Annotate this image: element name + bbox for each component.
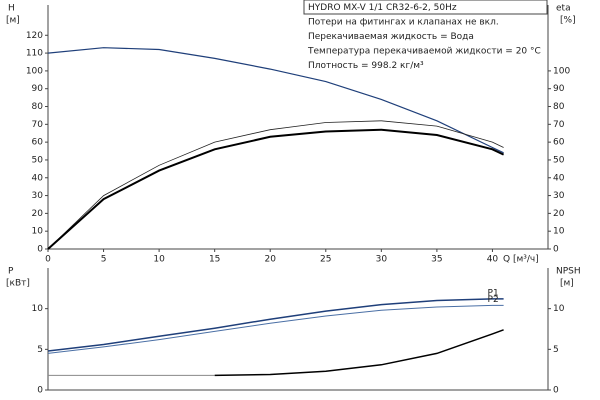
annotation: Температура перекачиваемой жидкости = 20… [307, 47, 541, 57]
y2-axis-unit: [м] [560, 279, 574, 289]
series-line [47, 120, 504, 250]
series-line [47, 298, 504, 352]
y2-tick-label: 0 [553, 386, 559, 396]
y2-tick-label: 90 [553, 84, 565, 94]
y-axis-unit: [м] [6, 16, 20, 26]
annotation: Плотность = 998.2 кг/м³ [308, 61, 424, 71]
x-tick-label: 10 [153, 255, 165, 265]
y-tick-label: 20 [32, 209, 44, 219]
y2-tick-label: 10 [553, 227, 565, 237]
series-line [214, 329, 504, 377]
y2-tick-label: 20 [553, 209, 565, 219]
annotation: Потери на фитингах и клапанах не вкл. [308, 18, 499, 28]
y-tick-label: 120 [26, 31, 43, 41]
y-tick-label: 10 [32, 227, 44, 237]
y2-axis-label: eta [556, 4, 571, 14]
y2-tick-label: 10 [553, 304, 565, 314]
y-tick-label: 90 [32, 84, 44, 94]
y-tick-label: 60 [32, 138, 44, 148]
x-tick-label: 0 [45, 255, 51, 265]
y-tick-label: 80 [32, 102, 44, 112]
y-tick-label: 0 [37, 245, 43, 255]
y-tick-label: 10 [32, 304, 44, 314]
y2-tick-label: 50 [553, 155, 565, 165]
x-tick-label: 20 [264, 255, 276, 265]
x-tick-label: 25 [320, 255, 331, 265]
y-tick-label: 40 [32, 173, 44, 183]
x-tick-label: 35 [431, 255, 442, 265]
y-tick-label: 100 [26, 66, 43, 76]
y2-axis-label: NPSH [556, 267, 581, 277]
y-tick-label: 5 [37, 345, 43, 355]
y2-tick-label: 5 [553, 345, 559, 355]
y2-tick-label: 40 [553, 173, 565, 183]
x-tick-label: 40 [487, 255, 499, 265]
y-tick-label: 30 [32, 191, 44, 201]
y-tick-label: 110 [26, 49, 43, 59]
y-axis-label: H [8, 4, 15, 14]
y-axis-unit: [кВт] [6, 279, 30, 289]
y-axis-label: P [8, 267, 14, 277]
series-line [47, 128, 505, 250]
chart-title: HYDRO MX-V 1/1 CR32-6-2, 50Hz [308, 3, 457, 13]
annotation: Перекачиваемая жидкость = Вода [308, 32, 474, 42]
series-line [47, 304, 504, 354]
x-axis-label: Q [м³/ч] [503, 255, 539, 265]
y2-tick-label: 70 [553, 120, 565, 130]
title-box [303, 0, 548, 15]
series-label: P1 [488, 288, 499, 298]
y-tick-label: 50 [32, 155, 44, 165]
y-tick-label: 0 [37, 386, 43, 396]
y2-tick-label: 100 [553, 66, 570, 76]
y2-tick-label: 60 [553, 138, 565, 148]
y2-tick-label: 80 [553, 102, 565, 112]
x-tick-label: 15 [209, 255, 220, 265]
x-tick-label: 30 [376, 255, 388, 265]
y-tick-label: 70 [32, 120, 44, 130]
series-label: P2 [488, 295, 499, 305]
x-tick-label: 5 [101, 255, 107, 265]
y2-tick-label: 0 [553, 245, 559, 255]
y2-axis-unit: [%] [560, 16, 576, 26]
y2-tick-label: 30 [553, 191, 565, 201]
